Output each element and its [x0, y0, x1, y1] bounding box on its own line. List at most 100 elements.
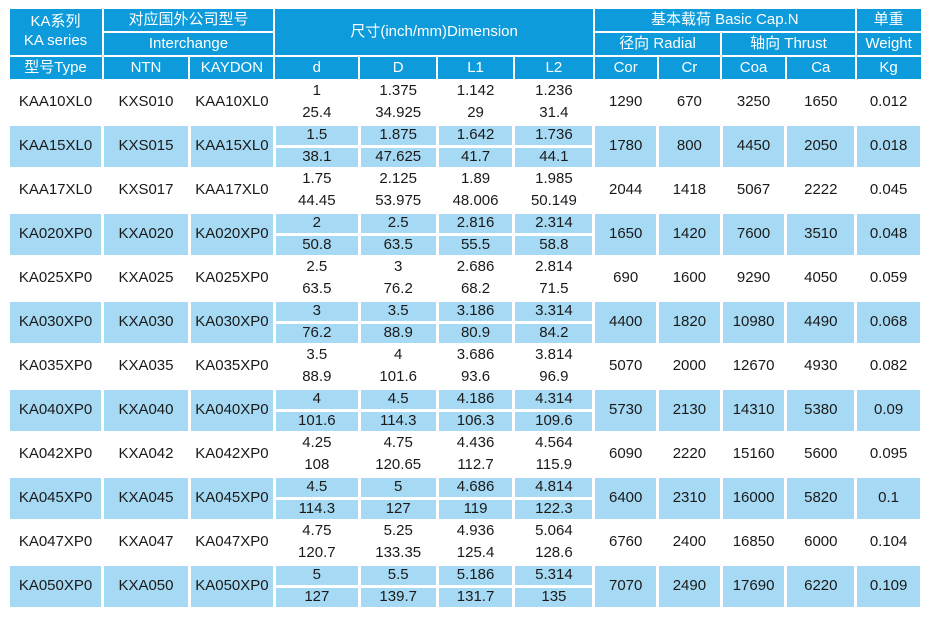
cell-ntn: KXA020 — [101, 211, 191, 258]
cell-kaydon: KA040XP0 — [187, 387, 276, 434]
cell-L2-inch: 2.814 — [512, 255, 596, 280]
cell-D-mm: 120.65 — [357, 453, 439, 478]
cell-cor: 4400 — [592, 299, 660, 346]
cell-L1-inch: 3.186 — [435, 299, 516, 324]
cell-type: KAA10XL0 — [6, 79, 105, 126]
cell-D-inch: 5.25 — [357, 519, 439, 544]
cell-L2-inch: 5.064 — [512, 519, 596, 544]
cell-L1-inch: 4.686 — [435, 475, 516, 500]
cell-cor: 5730 — [592, 387, 660, 434]
cell-L2-inch: 2.314 — [512, 211, 596, 236]
cell-L2-inch: 4.564 — [512, 431, 596, 456]
table-row-mm: 108 120.65 112.7 115.9 — [9, 453, 922, 478]
cell-D-inch: 4 — [357, 343, 439, 368]
cell-L1-inch: 1.89 — [435, 167, 516, 192]
cell-kaydon: KA020XP0 — [187, 211, 276, 258]
cell-ntn: KXS017 — [101, 167, 191, 214]
cell-L2-inch: 1.236 — [512, 79, 596, 104]
header-coa: Coa — [720, 55, 787, 82]
cell-cor: 7070 — [592, 563, 660, 610]
table-row-inch: KA035XP0 KXA035 KA035XP0 3.5 4 3.686 3.814 5070… — [6, 343, 923, 390]
cell-d-mm: 114.3 — [272, 497, 361, 522]
cell-d-mm: 127 — [272, 585, 361, 610]
cell-coa: 14310 — [719, 387, 788, 434]
cell-ca: 3510 — [784, 211, 858, 258]
header-type: 型号Type — [7, 55, 104, 82]
cell-type: KAA17XL0 — [6, 167, 105, 214]
cell-d-mm: 38.1 — [272, 145, 361, 170]
cell-kaydon: KA035XP0 — [187, 343, 276, 390]
table-row-inch: KA045XP0 KXA045 KA045XP0 4.5 5 4.686 4.814 6400… — [6, 475, 923, 522]
cell-type: KA042XP0 — [6, 431, 105, 478]
cell-kaydon: KAA15XL0 — [187, 123, 276, 170]
cell-L1-mm: 112.7 — [435, 453, 516, 478]
cell-ca: 5820 — [784, 475, 858, 522]
table-row-inch: KAA17XL0 KXS017 KAA17XL0 1.75 2.125 1.89 1.985… — [6, 167, 923, 214]
cell-kg: 0.09 — [854, 387, 923, 434]
cell-L1-inch: 4.436 — [435, 431, 516, 456]
cell-kaydon: KA045XP0 — [187, 475, 276, 522]
cell-kg: 0.045 — [854, 167, 923, 214]
cell-kg: 0.048 — [854, 211, 923, 258]
cell-D-mm: 114.3 — [357, 409, 439, 434]
cell-d-inch: 4.5 — [272, 475, 361, 500]
cell-type: KA040XP0 — [6, 387, 105, 434]
cell-d-mm: 108 — [272, 453, 361, 478]
cell-L1-inch: 1.142 — [435, 79, 516, 104]
cell-cr: 800 — [656, 123, 723, 170]
cell-D-inch: 3.5 — [357, 299, 439, 324]
cell-coa: 12670 — [719, 343, 788, 390]
cell-ca: 5380 — [784, 387, 858, 434]
cell-ca: 4490 — [784, 299, 858, 346]
table-row-mm: 76.2 88.9 80.9 84.2 — [9, 321, 922, 346]
cell-cr: 1420 — [656, 211, 723, 258]
cell-d-inch: 2 — [272, 211, 361, 236]
header-ka-series-en: KA series — [23, 32, 88, 49]
header-ntn: NTN — [101, 55, 191, 82]
cell-D-mm: 76.2 — [357, 277, 439, 302]
cell-ca: 1650 — [784, 79, 858, 126]
cell-kg: 0.082 — [854, 343, 923, 390]
cell-kaydon: KA047XP0 — [187, 519, 276, 566]
cell-kaydon: KA025XP0 — [187, 255, 276, 302]
cell-L2-mm: 122.3 — [512, 497, 596, 522]
cell-d-mm: 25.4 — [272, 101, 361, 126]
cell-L1-mm: 55.5 — [435, 233, 516, 258]
cell-L1-inch: 4.936 — [435, 519, 516, 544]
cell-d-mm: 120.7 — [272, 541, 361, 566]
cell-ntn: KXA025 — [101, 255, 191, 302]
cell-coa: 16000 — [719, 475, 788, 522]
cell-L1-mm: 119 — [435, 497, 516, 522]
cell-L1-mm: 106.3 — [435, 409, 516, 434]
cell-kg: 0.012 — [854, 79, 923, 126]
header-L2: L2 — [512, 55, 595, 82]
cell-type: KA045XP0 — [6, 475, 105, 522]
cell-L1-inch: 2.816 — [435, 211, 516, 236]
cell-L1-mm: 93.6 — [435, 365, 516, 390]
cell-coa: 3250 — [719, 79, 788, 126]
cell-L1-inch: 4.186 — [435, 387, 516, 412]
cell-cor: 1650 — [592, 211, 660, 258]
cell-cor: 1780 — [592, 123, 660, 170]
cell-d-inch: 5 — [272, 563, 361, 588]
cell-d-inch: 4.25 — [272, 431, 361, 456]
cell-L1-mm: 80.9 — [435, 321, 516, 346]
cell-cr: 2490 — [656, 563, 723, 610]
cell-kg: 0.068 — [854, 299, 923, 346]
cell-kg: 0.095 — [854, 431, 923, 478]
cell-ntn: KXS010 — [101, 79, 191, 126]
cell-cor: 6090 — [592, 431, 660, 478]
cell-kg: 0.109 — [854, 563, 923, 610]
cell-cr: 1600 — [656, 255, 723, 302]
header-ca: Ca — [784, 55, 857, 82]
cell-L2-inch: 4.314 — [512, 387, 596, 412]
cell-ntn: KXA045 — [101, 475, 191, 522]
cell-D-inch: 1.875 — [357, 123, 439, 148]
cell-kg: 0.1 — [854, 475, 923, 522]
cell-L1-mm: 29 — [435, 101, 516, 126]
cell-D-inch: 2.125 — [357, 167, 439, 192]
cell-cr: 2000 — [656, 343, 723, 390]
cell-d-mm: 76.2 — [272, 321, 361, 346]
cell-d-inch: 2.5 — [272, 255, 361, 280]
cell-D-inch: 5 — [357, 475, 439, 500]
